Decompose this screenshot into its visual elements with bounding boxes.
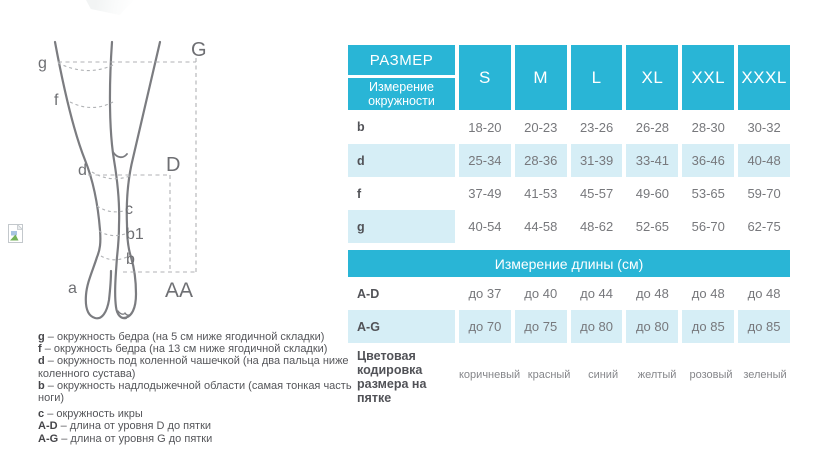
legend-item-ad: A-D – длина от уровня D до пятки [38, 420, 212, 433]
table-row-d: d 25-34 28-36 31-39 33-41 36-46 40-48 [348, 144, 790, 177]
value-cell: 40-54 [468, 219, 502, 234]
value-cell: 23-26 [579, 119, 614, 135]
size-column-header-m: M [514, 45, 567, 110]
value-cell: до 70 [459, 310, 511, 343]
value-cell: 33-41 [626, 144, 679, 177]
heel-color-label: Цветовая кодировка размера на пятке [357, 349, 427, 405]
measurement-label-c: c [125, 201, 133, 218]
legend-item-c: c – окружность икры [38, 408, 143, 421]
value-cell: 49-60 [635, 186, 670, 201]
heel-color-value: синий [588, 369, 619, 381]
measurement-label-a: a [68, 280, 77, 297]
size-table: РАЗМЕР Измерение окружности S M L XL XXL… [348, 45, 790, 407]
value-cell: 53-65 [691, 186, 725, 201]
table-row-g: g 40-54 44-58 48-62 52-65 56-70 62-75 [348, 210, 790, 243]
legend-item-g: g – окружность бедра (на 5 см ниже ягоди… [38, 331, 325, 343]
value-cell: до 80 [626, 310, 679, 343]
measurement-label-g: g [38, 55, 47, 72]
table-subtitle: Измерение окружности [348, 78, 455, 110]
value-cell: 26-28 [635, 119, 670, 135]
arc-g [57, 62, 114, 72]
value-cell: 36-46 [682, 144, 735, 177]
measurement-label-b: b [126, 251, 135, 268]
measurement-label-d: d [78, 162, 87, 179]
legend-item-ag: A-G – длина от уровня G до пятки [38, 432, 213, 445]
measurement-label-D: D [166, 154, 180, 176]
value-cell: 48-62 [579, 219, 614, 234]
arc-d [91, 171, 131, 180]
legend: g – окружность бедра (на 5 см ниже ягоди… [38, 331, 354, 445]
heel-color-value: коричневый [459, 369, 521, 381]
value-cell: 20-23 [524, 119, 558, 135]
value-cell: до 48 [635, 286, 669, 301]
value-cell: до 85 [738, 310, 790, 343]
legend-item-b: b – окружность надлодыжечной области (са… [38, 379, 352, 405]
value-cell: 59-70 [747, 186, 781, 201]
value-cell: до 85 [682, 310, 735, 343]
size-column-header-s: S [459, 45, 511, 110]
table-row-f: f 37-49 41-53 45-57 49-60 53-65 59-70 [348, 177, 790, 210]
size-column-header-xl: XL [626, 45, 679, 110]
size-column-header-xxl: XXL [682, 45, 735, 110]
table-header-label-cell: РАЗМЕР Измерение окружности [348, 45, 455, 110]
measurement-label-G: G [191, 39, 207, 61]
value-cell: 31-39 [570, 144, 623, 177]
value-cell: 41-53 [524, 186, 558, 201]
measurement-label-f: f [54, 92, 59, 109]
value-cell: 37-49 [468, 186, 502, 201]
value-cell: до 40 [524, 286, 558, 301]
table-header-row: РАЗМЕР Измерение окружности S M L XL XXL… [348, 45, 790, 110]
value-cell: до 37 [468, 286, 502, 301]
toe-marks [117, 310, 130, 316]
heel-color-value: красный [527, 369, 571, 381]
table-title: РАЗМЕР [348, 45, 455, 75]
length-section-header-row: Измерение длины (см) [348, 250, 790, 277]
heel-color-value: зеленый [743, 369, 787, 381]
value-cell: 62-75 [747, 219, 781, 234]
value-cell: 28-36 [514, 144, 567, 177]
arc-b [100, 255, 128, 261]
value-cell: 40-48 [738, 144, 790, 177]
table-row-a-g: A-G до 70 до 75 до 80 до 80 до 85 до 85 [348, 310, 790, 343]
arc-c [96, 205, 131, 213]
left-leg-outline [53, 40, 113, 320]
table-row-heel-color: Цветовая кодировка размера на пятке кори… [348, 343, 790, 407]
right-leg-outline [122, 40, 162, 320]
knee-line [112, 151, 128, 159]
leg-diagram: g f d c b1 b a G D AA [38, 39, 207, 320]
table-spacer [348, 243, 790, 250]
size-column-header-l: L [570, 45, 623, 110]
value-cell: 44-58 [524, 219, 558, 234]
legend-item-d: d – окружность под коленной чашечкой (на… [38, 355, 349, 380]
value-cell: до 48 [691, 286, 725, 301]
value-cell: 25-34 [459, 144, 511, 177]
arc-b1 [98, 230, 129, 237]
faint-watermark [86, 0, 134, 15]
value-cell: 56-70 [691, 219, 725, 234]
value-cell: 28-30 [691, 119, 725, 135]
value-cell: до 75 [514, 310, 567, 343]
table-row-a-d: A-D до 37 до 40 до 44 до 48 до 48 до 48 [348, 277, 790, 310]
value-cell: 45-57 [579, 186, 614, 201]
value-cell: 30-32 [747, 119, 781, 135]
length-section-title: Измерение длины (см) [348, 250, 790, 277]
heel-color-value: желтый [637, 369, 677, 381]
value-cell: до 48 [747, 286, 781, 301]
heel-color-value: розовый [689, 369, 733, 381]
value-cell: до 44 [580, 286, 614, 301]
table-row-b: b 18-20 20-23 23-26 26-28 28-30 30-32 [348, 110, 790, 144]
arc-f [69, 101, 114, 109]
measurement-label-b1: b1 [126, 226, 144, 243]
legend-item-f: f – окружность бедра (на 13 см ниже ягод… [38, 343, 328, 356]
value-cell: до 80 [570, 310, 623, 343]
middle-leg-outline [108, 40, 128, 320]
measurement-label-AA: AA [165, 279, 193, 302]
size-column-header-xxxl: XXXL [738, 45, 790, 110]
value-cell: 18-20 [468, 119, 502, 135]
broken-image-icon [8, 224, 23, 243]
value-cell: 52-65 [635, 219, 670, 234]
